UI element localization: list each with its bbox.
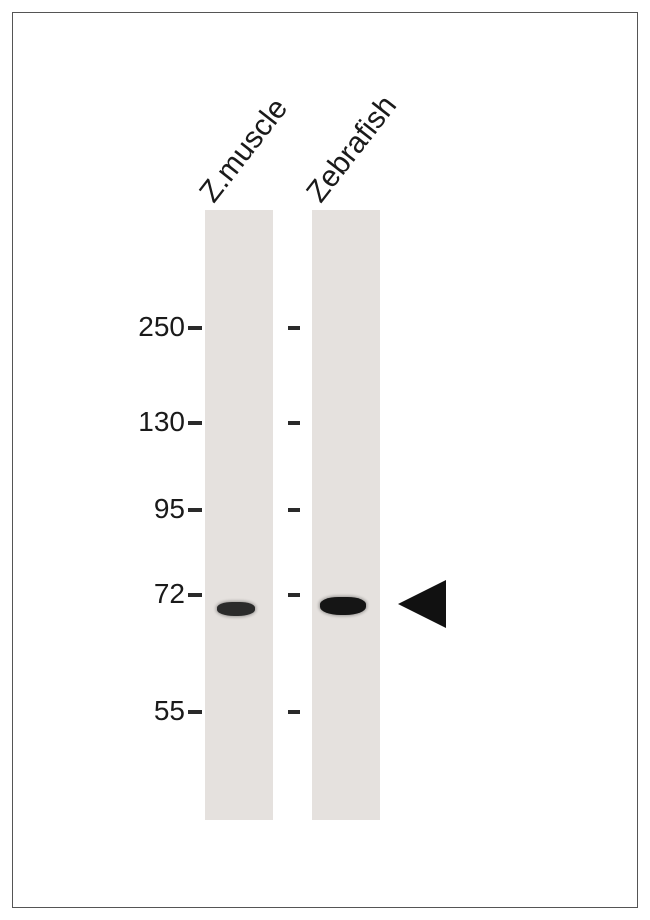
interlane-dash xyxy=(288,593,300,597)
western-blot: 250 130 95 72 55 Z.muscleZebrafish xyxy=(0,0,650,920)
mw-marker-label: 130 xyxy=(105,406,185,438)
lane-label: Zebrafish xyxy=(300,90,404,209)
mw-marker-dash xyxy=(188,421,202,425)
mw-marker-dash xyxy=(188,710,202,714)
protein-band xyxy=(217,602,255,616)
interlane-dash xyxy=(288,508,300,512)
interlane-dash xyxy=(288,326,300,330)
protein-band xyxy=(320,597,366,615)
mw-marker-dash xyxy=(188,326,202,330)
lane-label: Z.muscle xyxy=(193,92,295,209)
interlane-dash xyxy=(288,710,300,714)
target-arrow-icon xyxy=(398,580,446,628)
lane-2 xyxy=(312,210,380,820)
mw-marker-label: 55 xyxy=(105,695,185,727)
mw-marker-label: 95 xyxy=(105,493,185,525)
mw-marker-label: 250 xyxy=(105,311,185,343)
mw-marker-dash xyxy=(188,593,202,597)
mw-marker-dash xyxy=(188,508,202,512)
mw-marker-label: 72 xyxy=(105,578,185,610)
interlane-dash xyxy=(288,421,300,425)
lane-1 xyxy=(205,210,273,820)
